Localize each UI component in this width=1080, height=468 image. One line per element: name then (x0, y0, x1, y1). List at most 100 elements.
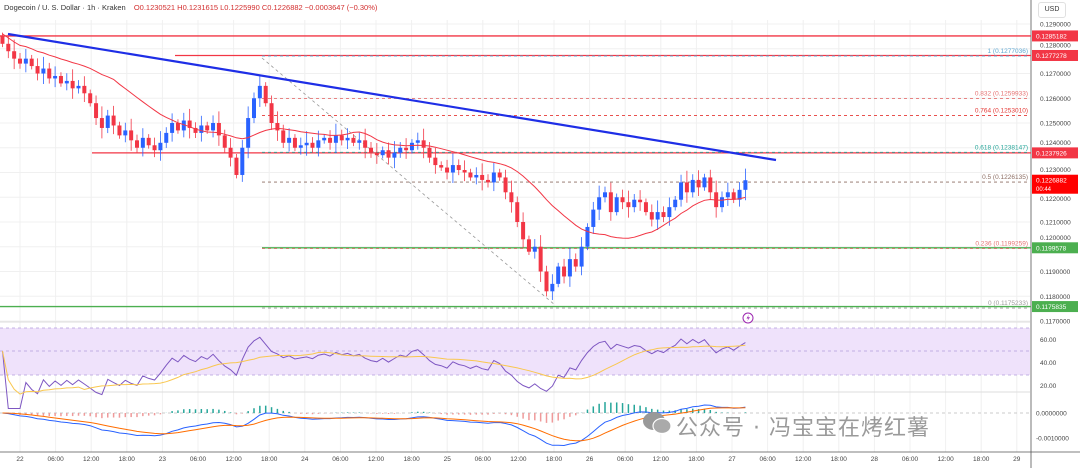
time-tick-label: 18:00 (403, 456, 420, 463)
candle (567, 259, 572, 277)
candle (328, 137, 333, 143)
symbol-title: Dogecoin / U. S. Dollar · 1h · Kraken (4, 3, 126, 12)
candle (550, 283, 555, 292)
fib-level-label: 0.5 (0.1226135) (982, 174, 1028, 181)
rsi-tick-label: 60.00 (1040, 337, 1057, 344)
candle (503, 177, 508, 193)
candle (731, 192, 736, 200)
candle (480, 174, 485, 180)
candle (404, 147, 409, 151)
candle (544, 271, 549, 292)
time-tick-label: 12:00 (83, 456, 100, 463)
candle (111, 115, 116, 126)
candle (123, 130, 128, 136)
candle (333, 135, 338, 143)
fib-level-label: 0.236 (0.1199259) (975, 241, 1028, 248)
price-tick-label: 0.1210000 (1040, 220, 1071, 227)
candle (591, 209, 596, 227)
time-tick-label: 18:00 (261, 456, 278, 463)
candle (603, 192, 607, 198)
candle (304, 142, 309, 146)
wechat-icon (643, 412, 672, 435)
candle (298, 145, 303, 148)
moving-average-line (2, 33, 746, 239)
time-tick-label: 24 (301, 456, 309, 463)
price-tick-label: 0.1190000 (1040, 269, 1071, 276)
candle (310, 142, 315, 148)
candle (345, 137, 350, 141)
candle (29, 58, 34, 67)
candle (281, 130, 286, 143)
price-tick-label: 0.1230000 (1040, 167, 1071, 174)
candle (585, 226, 590, 247)
candle (105, 115, 110, 128)
time-tick-label: 18:00 (831, 456, 848, 463)
time-tick-label: 18:00 (688, 456, 705, 463)
signal-line (2, 407, 746, 442)
candle (532, 246, 537, 252)
candle (491, 172, 496, 183)
candle (316, 140, 321, 148)
candle (88, 93, 93, 104)
lightning-icon[interactable] (742, 312, 754, 324)
candle (35, 66, 40, 74)
macd-line (2, 404, 746, 447)
candle (351, 137, 356, 143)
candle (497, 172, 502, 178)
candle (474, 174, 479, 178)
time-tick-label: 12:00 (653, 456, 670, 463)
rsi-line (2, 336, 746, 409)
time-tick-label: 12:00 (510, 456, 527, 463)
watermark: 公众号 · 冯宝宝在烤红薯 (676, 416, 930, 441)
price-badge-label: 0.1175835 (1036, 304, 1067, 311)
candle (632, 199, 637, 208)
price-tick-label: 0.1170000 (1040, 319, 1071, 326)
price-badge (1032, 242, 1078, 254)
rsi-ma-line (2, 344, 746, 395)
candle (269, 103, 274, 123)
time-tick-label: 26 (586, 456, 594, 463)
candle (462, 170, 467, 173)
price-tick-label: 0.1220000 (1040, 196, 1071, 203)
grid (0, 20, 1030, 452)
time-tick-label: 06:00 (902, 456, 919, 463)
candle (597, 197, 602, 210)
candle (579, 246, 584, 267)
currency-button[interactable]: USD (1038, 2, 1066, 18)
candle (287, 137, 292, 143)
candle (222, 135, 227, 148)
candle (211, 123, 216, 131)
candle (386, 150, 391, 158)
candle (445, 167, 450, 173)
candle (450, 165, 455, 173)
candle (322, 137, 327, 141)
candle (164, 132, 169, 143)
candle (6, 43, 11, 52)
candle (140, 137, 145, 148)
candle (725, 192, 730, 198)
candle (357, 140, 362, 143)
time-tick-label: 06:00 (190, 456, 207, 463)
price-tick-label: 0.1200000 (1040, 235, 1071, 242)
time-tick-label: 29 (1013, 456, 1021, 463)
candle (193, 127, 198, 133)
countdown-label: 00:44 (1036, 187, 1052, 193)
trendline[interactable] (7, 32, 777, 162)
time-tick-label: 06:00 (47, 456, 64, 463)
candle (427, 147, 432, 158)
candle (684, 182, 689, 193)
candle (620, 197, 625, 203)
time-tick-label: 18:00 (119, 456, 136, 463)
candle (170, 123, 175, 133)
price-tick-label: 0.1240000 (1040, 140, 1071, 147)
candle (515, 202, 520, 222)
candle (152, 145, 157, 151)
candle (257, 85, 262, 99)
time-tick-label: 12:00 (225, 456, 242, 463)
candle (199, 125, 204, 133)
candle (538, 246, 543, 272)
rsi-tick-label: 40.00 (1040, 360, 1057, 367)
price-tick-label: 0.1280000 (1040, 42, 1071, 49)
fib-level-label: 0 (0.1175233) (988, 300, 1028, 307)
